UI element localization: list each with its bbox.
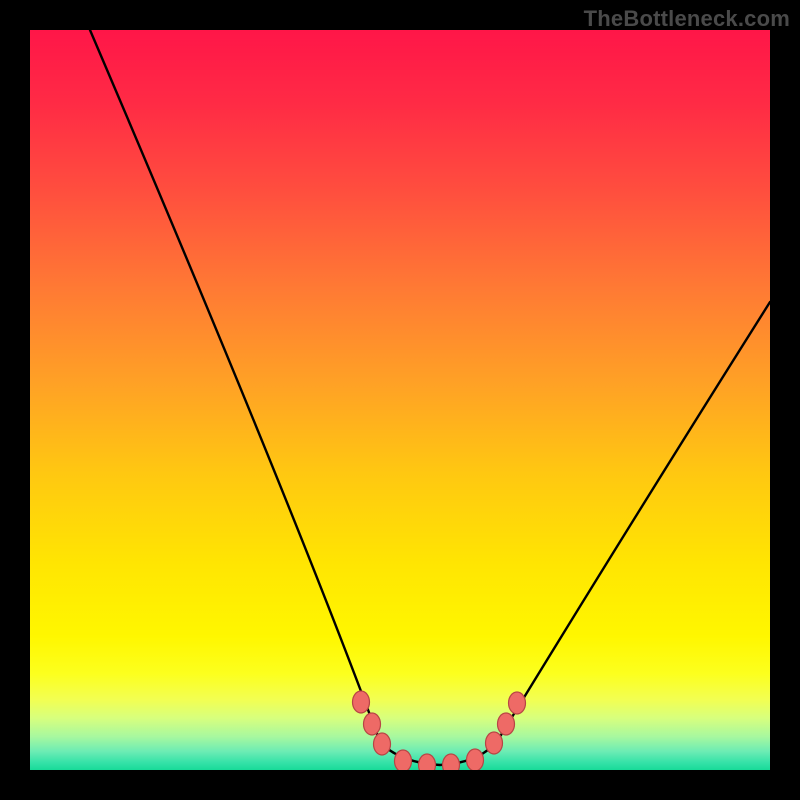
curve-marker bbox=[486, 732, 503, 754]
curve-marker bbox=[498, 713, 515, 735]
plot-area bbox=[30, 30, 770, 770]
curve-marker bbox=[443, 754, 460, 770]
watermark-text: TheBottleneck.com bbox=[584, 6, 790, 32]
curve-marker bbox=[353, 691, 370, 713]
curve-marker bbox=[364, 713, 381, 735]
curve-marker bbox=[419, 754, 436, 770]
curve-marker bbox=[374, 733, 391, 755]
curve-marker bbox=[509, 692, 526, 714]
curve-marker bbox=[395, 750, 412, 770]
gradient-background bbox=[30, 30, 770, 770]
curve-marker bbox=[467, 749, 484, 770]
chart-svg bbox=[30, 30, 770, 770]
